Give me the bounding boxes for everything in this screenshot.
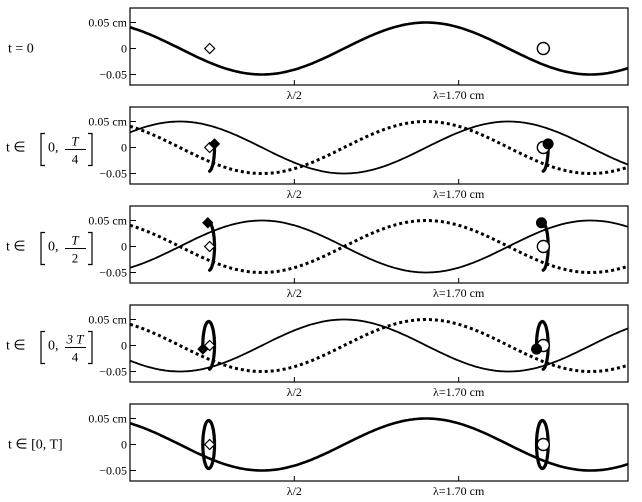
label-close-bracket <box>88 330 93 365</box>
y-tick-label: 0.05 cm <box>88 313 127 327</box>
panel-frame <box>129 7 629 86</box>
x-label: λ/2 <box>287 187 302 201</box>
panel-t-quarter: 0.05 cm 0 −0.05 λ/2 λ=1.70 cm t ∈ 0, T 4 <box>6 106 629 201</box>
panel-frame <box>129 205 629 284</box>
current-wave <box>129 120 629 175</box>
y-tick-label: 0 <box>121 240 127 254</box>
y-tick-label: −0.05 <box>99 464 127 478</box>
y-tick-label: −0.05 <box>99 68 127 82</box>
x-label: λ/2 <box>287 385 302 399</box>
y-tick-label: −0.05 <box>99 167 127 181</box>
x-label: λ=1.70 cm <box>433 484 485 498</box>
y-tick-label: 0 <box>121 438 127 452</box>
circle-current-marker <box>535 217 547 229</box>
current-wave <box>129 21 629 76</box>
time-label: t = 0 <box>8 42 34 57</box>
y-tick-label: −0.05 <box>99 266 127 280</box>
panel-t-three-quarter: 0.05 cm 0 −0.05 λ/2 λ=1.70 cm t ∈ 0, 3 T 4 <box>6 304 629 399</box>
diamond-current-marker <box>208 138 221 150</box>
panel-frame <box>129 403 629 482</box>
circle-current-marker <box>542 138 554 150</box>
time-label-numerator: T <box>71 233 79 248</box>
panel-frame <box>129 304 629 383</box>
x-label: λ=1.70 cm <box>433 286 485 300</box>
circle-current-marker <box>531 343 543 355</box>
x-label: λ/2 <box>287 286 302 300</box>
time-label-lower: 0, <box>48 240 59 255</box>
time-label-prefix: t ∈ <box>6 141 26 156</box>
time-label-denominator: 2 <box>72 251 79 266</box>
diamond-current-marker <box>202 217 214 229</box>
diamond-start-marker <box>203 240 216 253</box>
diamond-trajectory <box>201 319 217 371</box>
circle-start-marker <box>536 41 551 56</box>
time-label-denominator: 4 <box>72 350 79 365</box>
diamond-trajectory <box>201 418 217 471</box>
x-label: λ/2 <box>287 484 302 498</box>
x-label: λ/2 <box>287 88 302 102</box>
y-tick-label: 0.05 cm <box>88 16 127 30</box>
time-label-lower: 0, <box>48 339 59 354</box>
x-label: λ=1.70 cm <box>433 187 485 201</box>
y-tick-label: 0 <box>121 339 127 353</box>
x-label: λ=1.70 cm <box>433 385 485 399</box>
y-tick-label: −0.05 <box>99 365 127 379</box>
label-open-bracket <box>40 132 45 167</box>
time-label-numerator: T <box>71 134 79 149</box>
time-label: t ∈ [0, T] <box>8 438 63 453</box>
time-label-denominator: 4 <box>72 152 79 167</box>
diamond-current-marker <box>197 343 209 355</box>
time-label-prefix: t ∈ <box>6 240 26 255</box>
label-close-bracket <box>88 231 93 266</box>
time-label-lower: 0, <box>48 141 59 156</box>
diamond-start-marker <box>203 42 216 55</box>
time-label-prefix: t ∈ <box>6 339 26 354</box>
diamond-start-marker <box>203 438 216 451</box>
panel-t0: 0.05 cm 0 −0.05 λ/2 λ=1.70 cm t = 0 <box>8 7 629 102</box>
diamond-trajectory <box>208 142 217 173</box>
panel-t-half: 0.05 cm 0 −0.05 λ/2 λ=1.70 cm t ∈ 0, T 2 <box>6 205 629 300</box>
label-open-bracket <box>40 330 45 365</box>
panel-frame <box>129 106 629 185</box>
y-tick-label: 0 <box>121 42 127 56</box>
circle-trajectory <box>534 418 550 471</box>
label-open-bracket <box>40 231 45 266</box>
circle-start-marker <box>536 239 551 254</box>
circle-start-marker <box>536 437 551 452</box>
time-label-numerator: 3 T <box>66 332 85 347</box>
y-tick-label: 0.05 cm <box>88 412 127 426</box>
y-tick-label: 0.05 cm <box>88 214 127 228</box>
x-label: λ=1.70 cm <box>433 88 485 102</box>
y-tick-label: 0 <box>121 141 127 155</box>
label-close-bracket <box>88 132 93 167</box>
y-tick-label: 0.05 cm <box>88 115 127 129</box>
panel-t-full: 0.05 cm 0 −0.05 λ/2 λ=1.70 cm t ∈ [0, T] <box>8 403 629 498</box>
circle-trajectory <box>534 319 550 371</box>
